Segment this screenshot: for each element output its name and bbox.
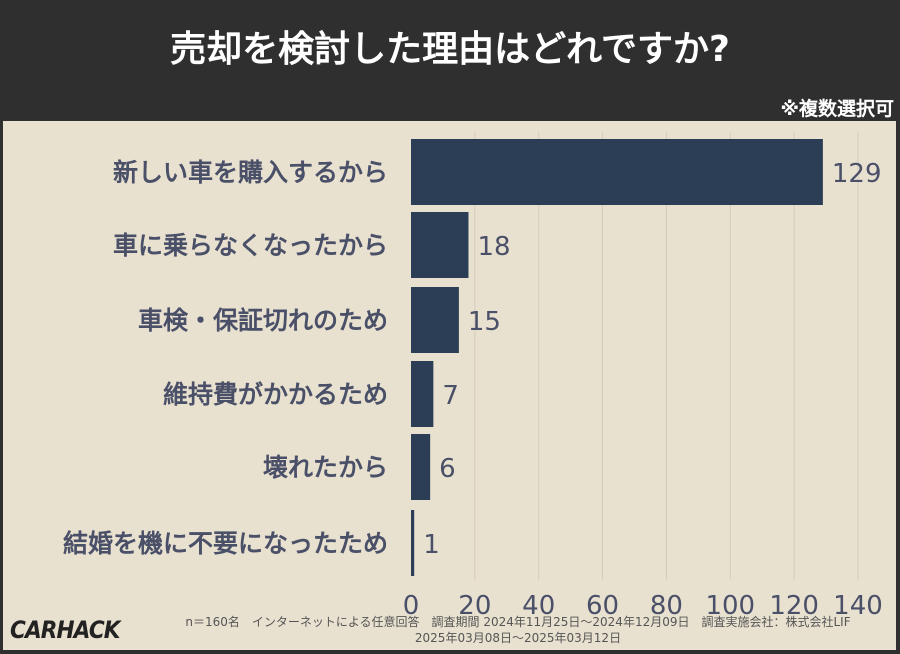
- category-label: 壊れたから: [263, 453, 388, 482]
- survey-info: n＝160名 インターネットによる任意回答 調査期間 2024年11月25日～2…: [185, 615, 851, 629]
- value-label: 7: [442, 381, 459, 411]
- x-tick-label: 80: [650, 591, 683, 621]
- survey-period-2: 2025年03月08日～2025年03月12日: [414, 631, 622, 645]
- carhack-logo: CARHACK: [10, 616, 121, 644]
- category-label: 車に乗らなくなったから: [113, 231, 388, 260]
- value-label: 129: [832, 159, 882, 189]
- chart-panel: [3, 121, 896, 650]
- bar: [411, 212, 469, 278]
- x-tick-label: 20: [458, 591, 491, 621]
- x-tick-label: 40: [522, 591, 555, 621]
- bar: [411, 434, 431, 500]
- value-label: 1: [423, 530, 440, 560]
- chart-title: 売却を検討した理由はどれですか?: [170, 29, 730, 70]
- x-tick-label: 0: [403, 591, 420, 621]
- category-label: 結婚を機に不要になったため: [63, 529, 388, 558]
- multiple-choice-note: ※複数選択可: [780, 98, 894, 120]
- x-tick-label: 100: [705, 591, 755, 621]
- category-label: 車検・保証切れのため: [138, 306, 388, 335]
- x-tick-label: 140: [833, 591, 883, 621]
- value-label: 6: [439, 454, 456, 484]
- x-tick-label: 120: [769, 591, 819, 621]
- category-label: 維持費がかかるため: [163, 380, 388, 409]
- survey-footnote: n＝160名 インターネットによる任意回答 調査期間 2024年11月25日～2…: [148, 614, 888, 646]
- value-label: 18: [477, 232, 510, 262]
- bar: [411, 287, 459, 353]
- bar: [411, 139, 823, 205]
- category-label: 新しい車を購入するから: [113, 158, 388, 187]
- bar: [411, 510, 415, 576]
- x-tick-label: 60: [586, 591, 619, 621]
- bar: [411, 361, 434, 427]
- value-label: 15: [468, 307, 501, 337]
